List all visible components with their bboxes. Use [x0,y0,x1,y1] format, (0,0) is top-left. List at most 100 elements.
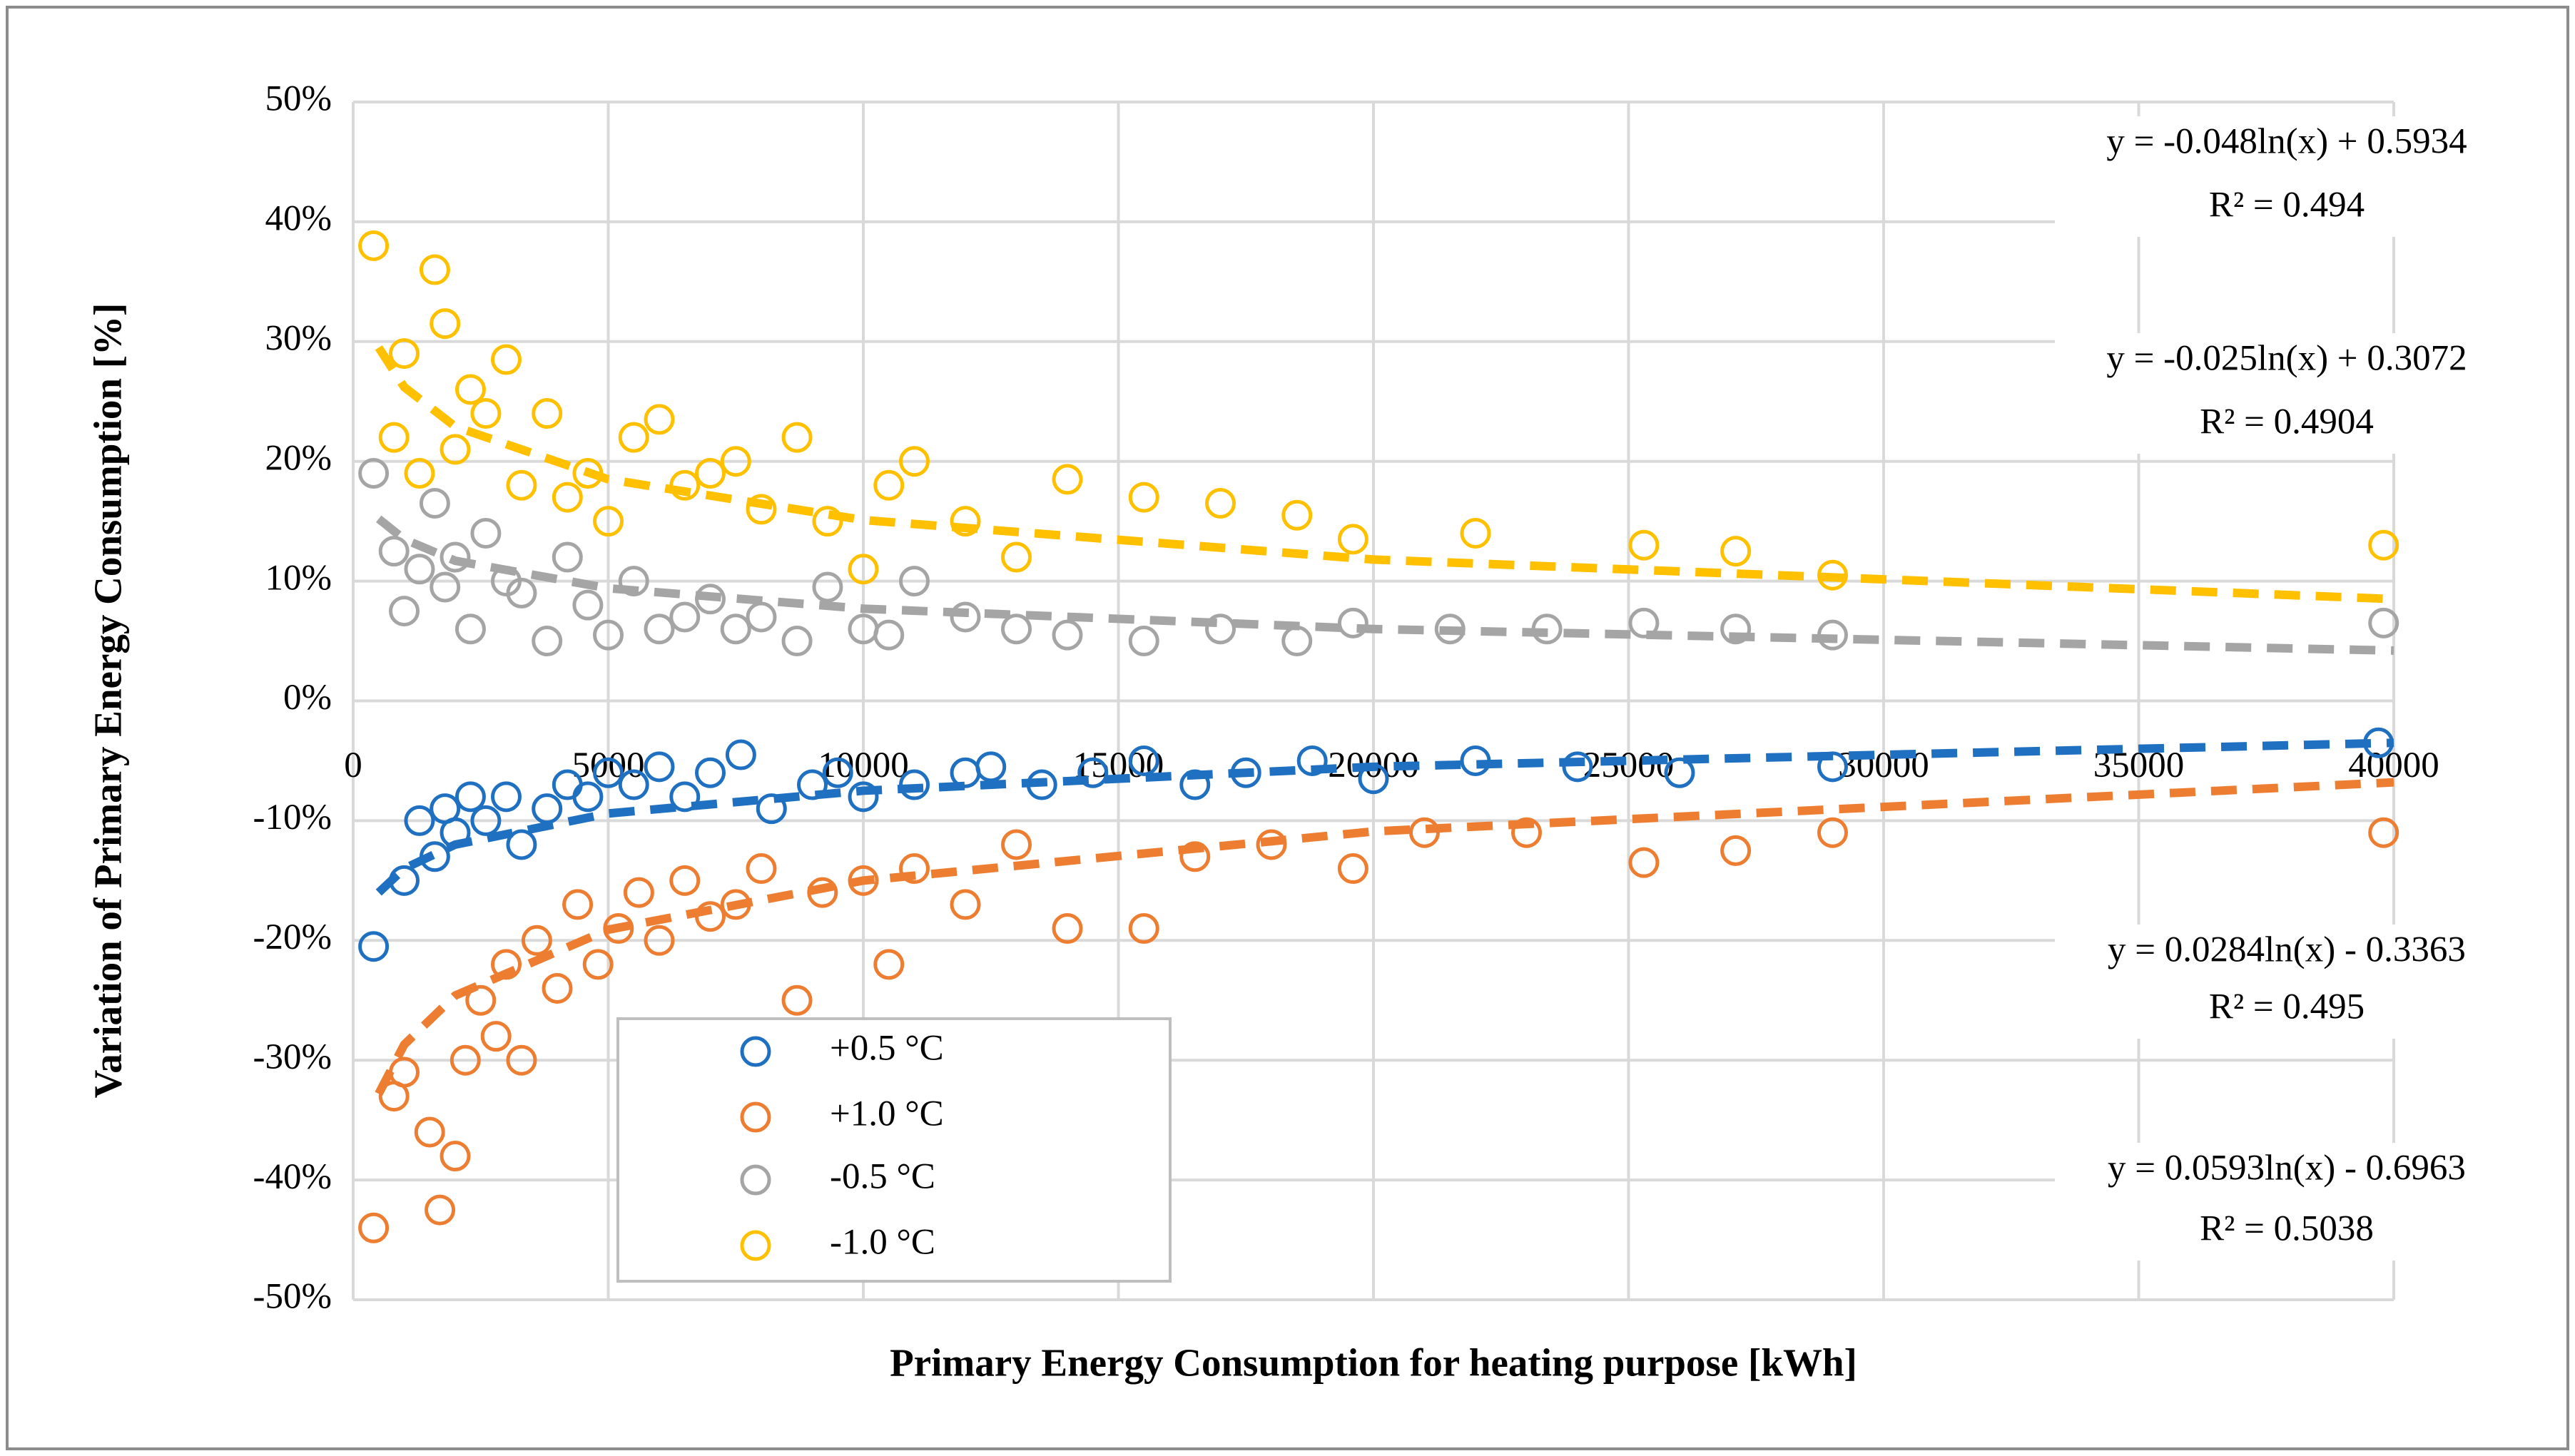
point [756,793,787,825]
equation-bg [2055,925,2519,1039]
point [746,494,777,525]
point [1205,487,1236,519]
point [506,829,537,860]
point [506,1044,537,1076]
point [425,1194,456,1226]
point [618,422,649,453]
point [1001,829,1032,860]
trend-r2: R² = 0.495 [2209,987,2365,1027]
point [1052,913,1083,945]
point [378,422,410,453]
point [848,554,879,585]
point [1664,757,1695,788]
point [1628,847,1660,878]
point [542,972,573,1004]
point [358,931,390,962]
trendline [375,778,2394,1096]
point [593,757,624,788]
point [873,949,905,980]
trend-r2: R² = 0.494 [2209,185,2365,225]
legend-label: +1.0 °C [830,1094,944,1134]
point [1562,751,1593,783]
point [572,589,604,621]
point [532,626,563,657]
point [1337,524,1368,555]
y-tick-label: 50% [265,79,332,119]
trend-r2: R² = 0.4904 [2200,402,2374,442]
point [822,757,853,788]
point [644,751,675,783]
y-tick-label: -20% [253,917,332,957]
point [1720,835,1752,866]
point [1817,817,1848,848]
point [419,254,450,285]
point [582,949,614,980]
trend-equation: y = -0.048ln(x) + 0.5934 [2106,122,2467,162]
y-tick-label: -10% [253,798,332,838]
point [1128,482,1159,513]
equation-bg [2055,1143,2519,1261]
point [720,614,751,645]
point [2368,529,2399,561]
point [812,571,843,603]
trend-equation: y = 0.0593ln(x) - 0.6963 [2108,1149,2466,1188]
point [358,457,390,489]
point [950,889,981,920]
trend-r2: R² = 0.5038 [2200,1209,2374,1249]
point [975,751,1007,783]
point [506,577,537,609]
trendline [375,345,2394,604]
equation-bg [2055,116,2519,237]
point [1720,536,1752,567]
point [1628,529,1660,561]
point [848,781,879,813]
point [470,398,502,429]
point [552,541,583,573]
point [430,571,461,603]
point [1077,757,1109,788]
point [404,805,435,836]
point [1052,619,1083,651]
point [618,769,649,800]
point [873,619,905,651]
point [440,541,471,573]
point [414,1116,445,1148]
x-tick-label: 25000 [1583,745,1675,785]
point [562,889,594,920]
point [450,1044,481,1076]
point [725,739,756,770]
point [358,230,390,261]
point [1409,817,1440,848]
equation-bg [2055,333,2519,454]
point [899,566,930,597]
point [873,469,905,501]
point [454,614,486,645]
point [1179,841,1211,872]
point [746,853,777,885]
point [593,619,624,651]
point [899,853,930,885]
legend-label: -1.0 °C [830,1223,935,1263]
point [720,446,751,477]
point [950,506,981,537]
point [1256,829,1287,860]
point [389,338,420,370]
point [644,925,675,956]
y-tick-label: 0% [283,678,332,718]
point [358,1212,390,1243]
y-tick-label: -40% [253,1157,332,1197]
point [1001,614,1032,645]
point [454,781,486,813]
y-axis-title: Variation of Primary Energy Consumption … [86,303,130,1099]
point [669,601,701,633]
point [480,1021,512,1052]
point [644,404,675,435]
point [1128,626,1159,657]
point [470,805,502,836]
y-tick-label: 40% [265,199,332,239]
point [532,398,563,429]
point [1296,745,1328,776]
y-tick-label: 10% [265,558,332,598]
legend-marker [740,1230,771,1261]
